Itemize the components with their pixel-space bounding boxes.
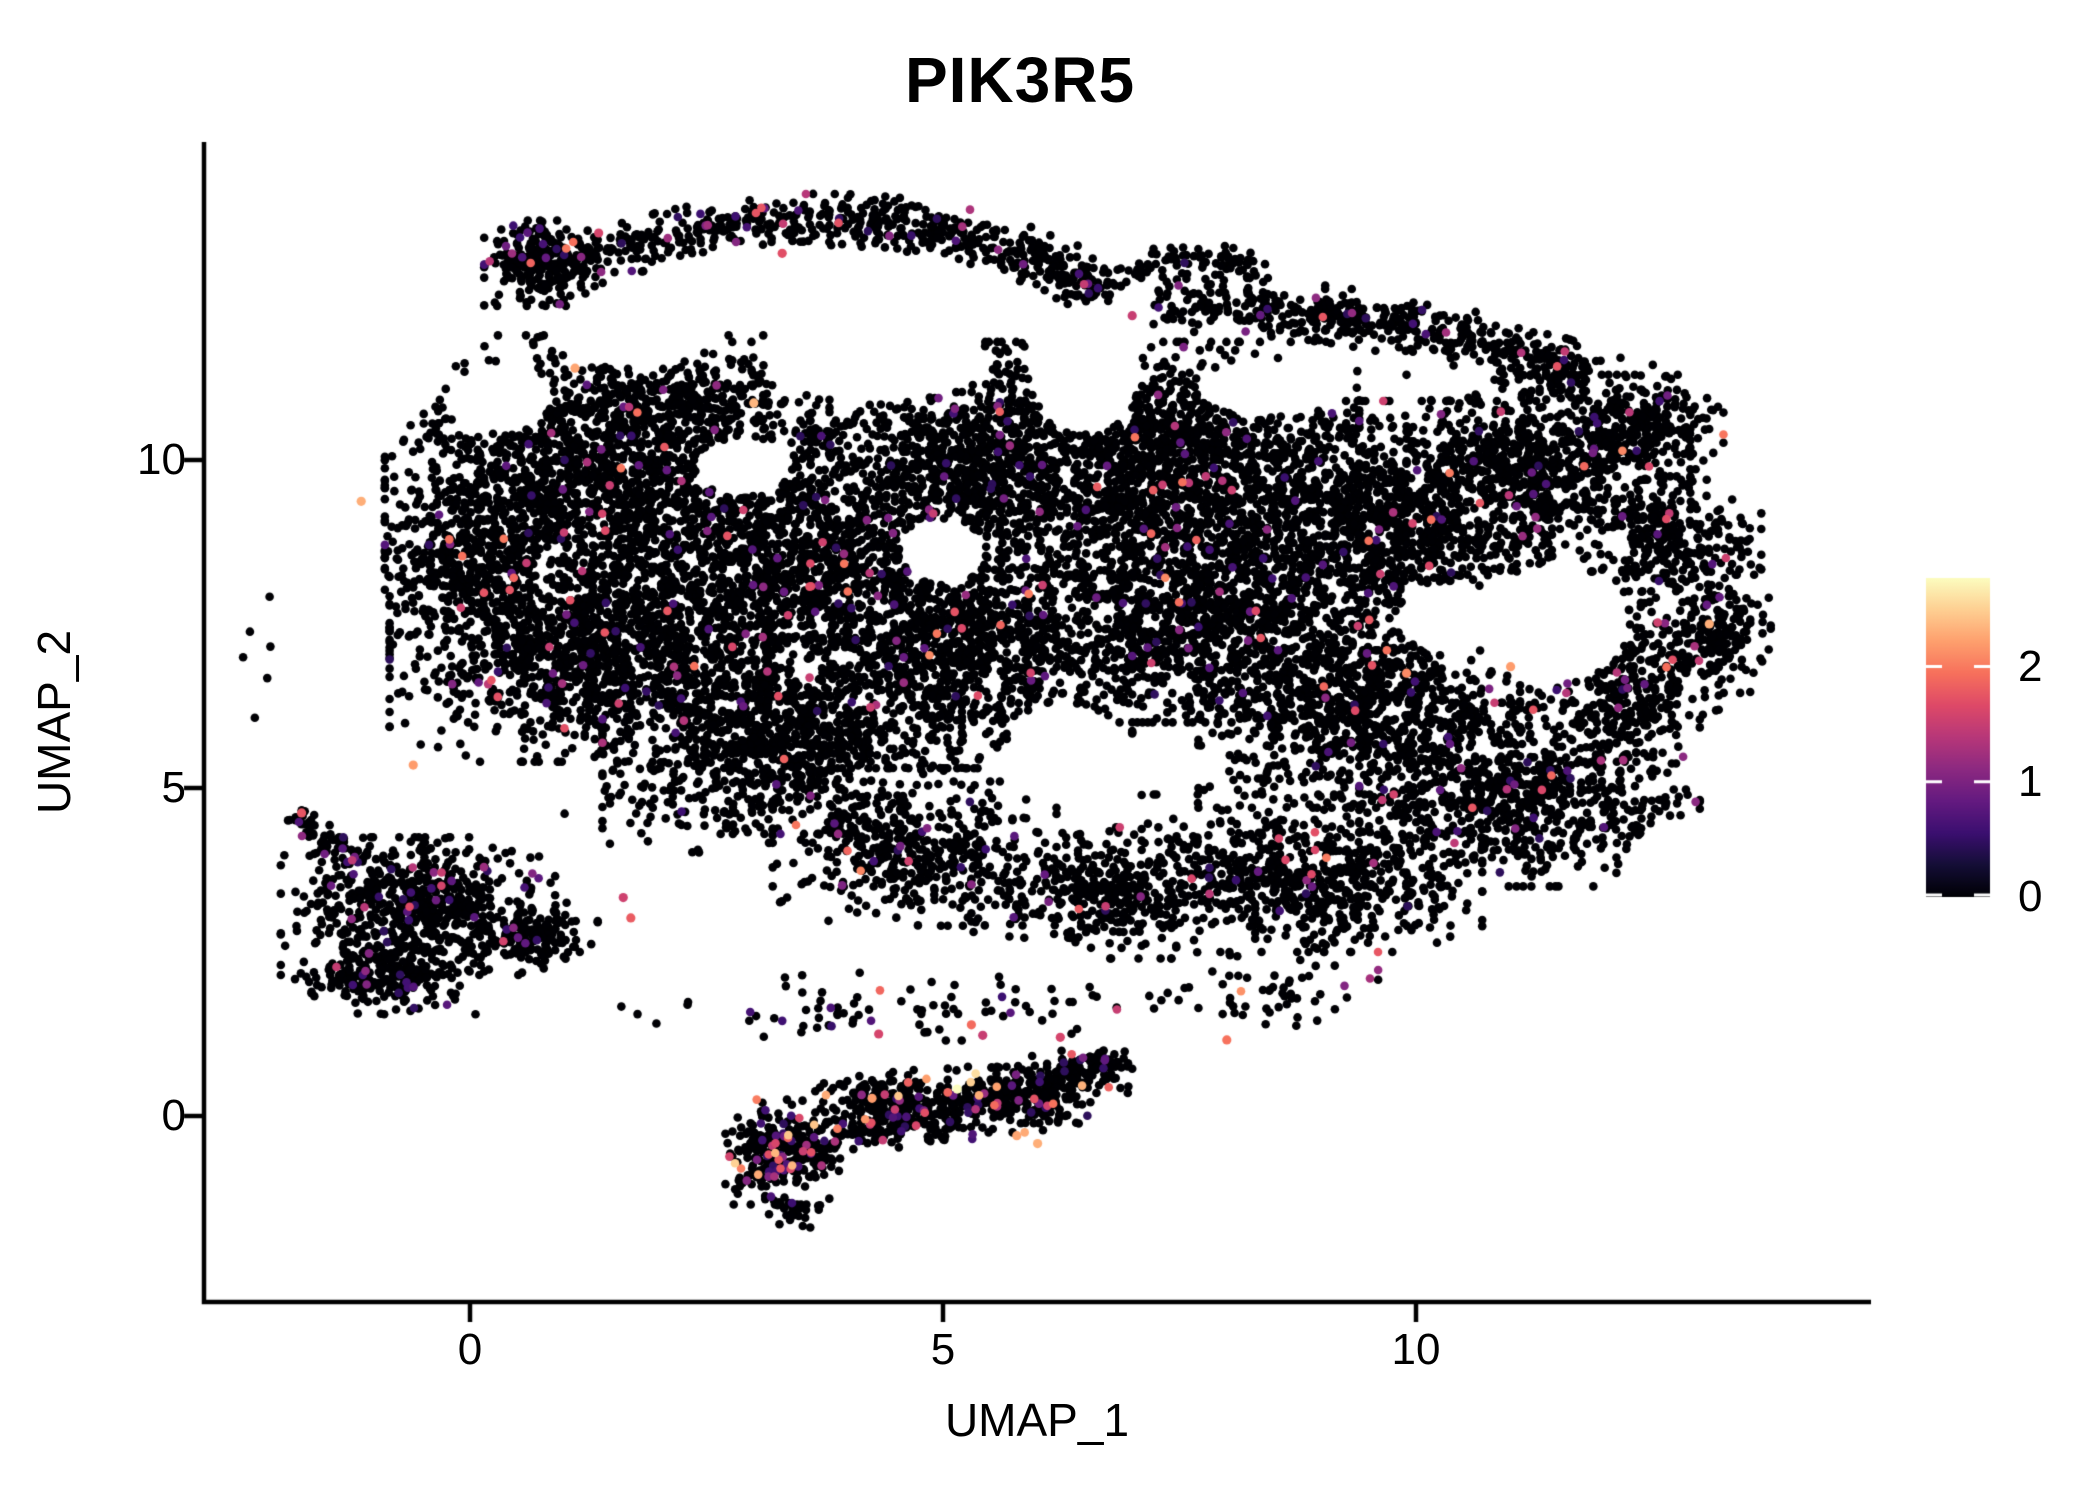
x-axis-title: UMAP_1 <box>944 1394 1130 1446</box>
colorbar-tick-label: 2 <box>2018 641 2043 691</box>
x-tick-label: 0 <box>457 1325 483 1374</box>
plot-title: PIK3R5 <box>904 44 1136 116</box>
x-tick-label: 10 <box>1391 1325 1441 1374</box>
y-tick-label: 0 <box>161 1091 186 1140</box>
y-tick-label: 10 <box>137 435 186 484</box>
colorbar-tick-label: 0 <box>2018 872 2043 921</box>
y-tick-label: 5 <box>161 763 186 812</box>
colorbar-tick-label: 1 <box>2018 756 2043 806</box>
x-tick-label: 5 <box>930 1325 956 1374</box>
